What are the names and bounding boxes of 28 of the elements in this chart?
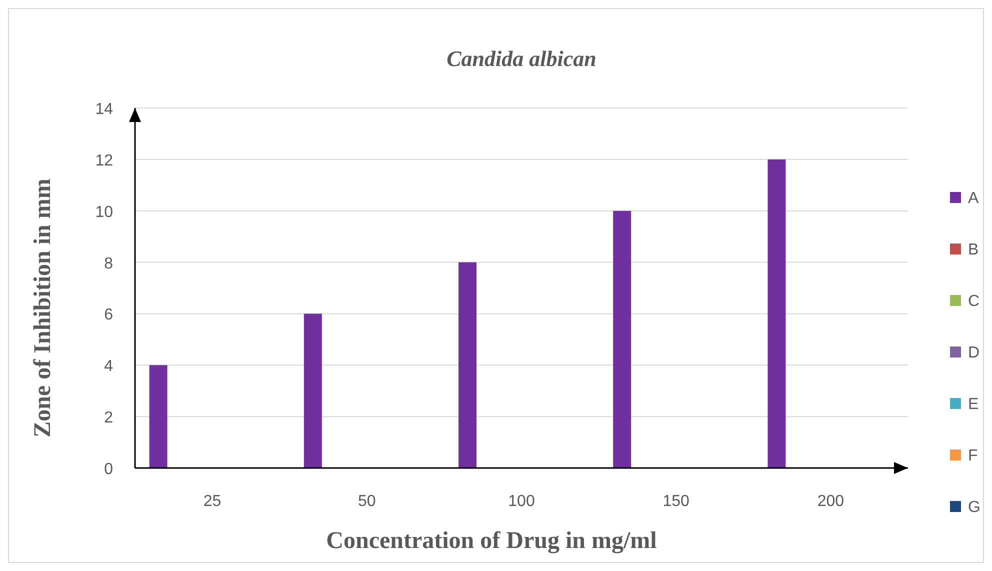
x-tick-label: 50	[358, 493, 376, 510]
y-tick-label: 14	[95, 101, 114, 118]
bar	[458, 262, 476, 468]
legend-label: G	[968, 499, 980, 516]
x-tick-label: 150	[662, 493, 690, 510]
y-tick-label: 6	[104, 306, 114, 324]
bar	[304, 314, 322, 468]
y-tick-label: 10	[95, 204, 114, 221]
y-tick-label: 0	[104, 461, 114, 478]
legend-label: A	[968, 190, 979, 207]
x-axis-title: Concentration of Drug in mg/ml	[326, 528, 658, 554]
y-tick-label: 8	[104, 255, 114, 272]
y-axis-title: Zone of Inhibition in mm	[30, 178, 56, 438]
legend-label: D	[968, 344, 980, 362]
chart-title: Candida albican	[446, 46, 596, 71]
x-tick-label: 100	[508, 493, 535, 510]
x-tick-label: 25	[203, 493, 222, 510]
legend-label: F	[968, 448, 978, 464]
legend-label: C	[968, 293, 980, 310]
bar	[149, 365, 168, 468]
y-tick-label: 4	[104, 358, 114, 376]
bar	[613, 210, 632, 468]
y-tick-label: 12	[95, 152, 114, 170]
y-tick-label: 2	[104, 410, 114, 427]
x-tick-label: 200	[817, 493, 844, 510]
legend-label: B	[968, 242, 979, 258]
bar	[768, 159, 786, 468]
legend-label: E	[968, 396, 979, 413]
